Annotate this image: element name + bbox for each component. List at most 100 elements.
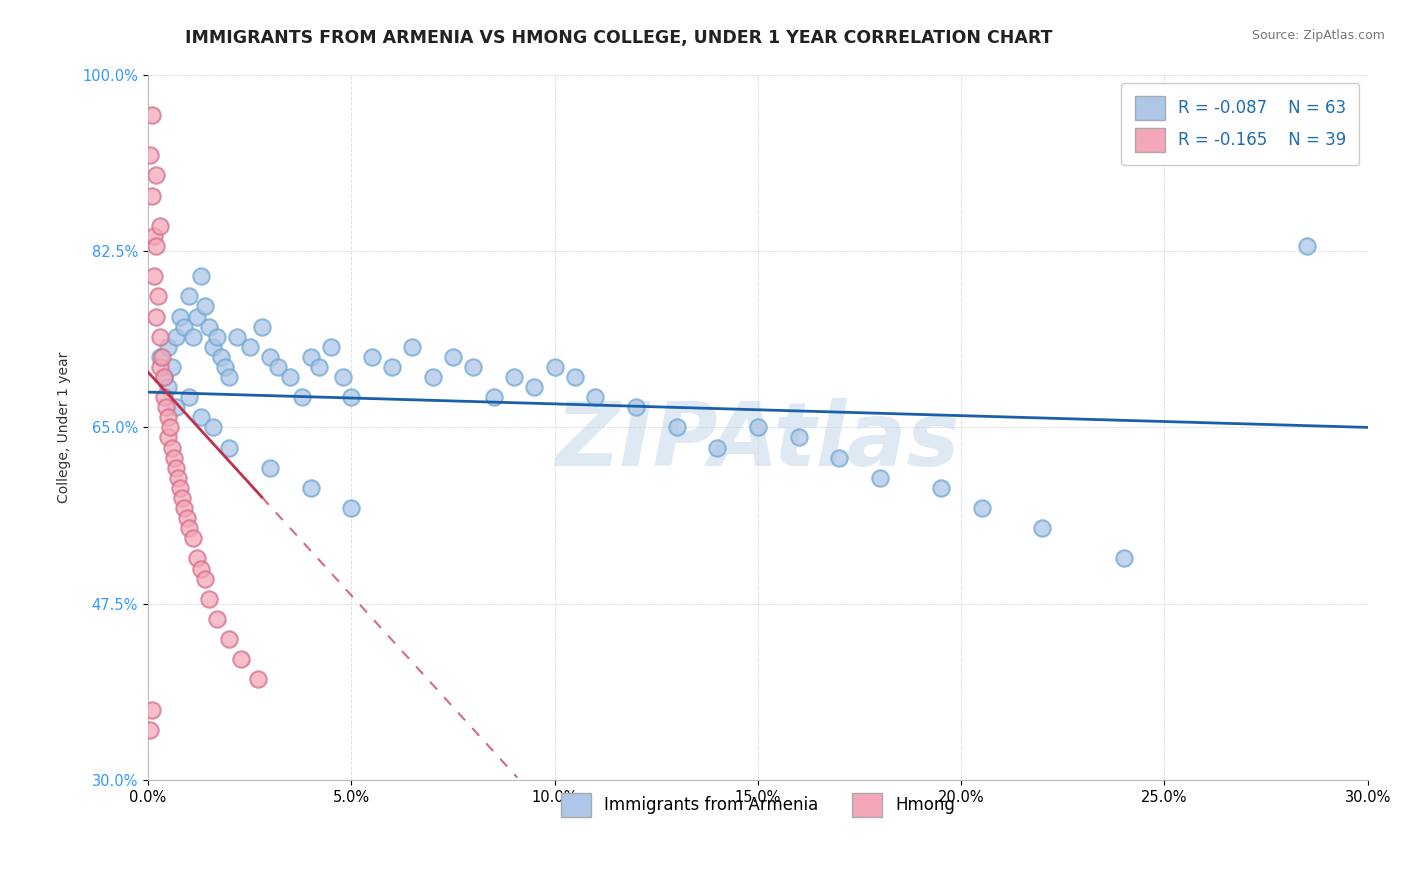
Point	[259, 460, 281, 475]
Point	[564, 370, 586, 384]
Point	[226, 329, 249, 343]
Point	[422, 370, 444, 384]
Point	[250, 319, 273, 334]
Point	[181, 329, 204, 343]
Point	[153, 390, 176, 404]
Point	[238, 340, 260, 354]
Point	[149, 359, 172, 374]
Legend: Immigrants from Armenia, Hmong: Immigrants from Armenia, Hmong	[553, 785, 963, 825]
Point	[145, 310, 167, 324]
Point	[173, 319, 195, 334]
Point	[139, 723, 162, 737]
Point	[190, 269, 212, 284]
Point	[502, 370, 524, 384]
Point	[177, 289, 200, 303]
Point	[186, 551, 208, 566]
Point	[163, 450, 186, 465]
Point	[267, 359, 290, 374]
Point	[543, 359, 565, 374]
Point	[209, 350, 232, 364]
Point	[141, 188, 163, 202]
Point	[706, 441, 728, 455]
Point	[299, 481, 322, 495]
Point	[278, 370, 301, 384]
Text: ZIPAtlas: ZIPAtlas	[555, 398, 960, 485]
Point	[141, 703, 163, 717]
Point	[340, 501, 363, 516]
Point	[146, 289, 169, 303]
Point	[201, 340, 224, 354]
Y-axis label: College, Under 1 year: College, Under 1 year	[58, 351, 72, 503]
Point	[291, 390, 314, 404]
Point	[176, 511, 198, 525]
Point	[259, 350, 281, 364]
Point	[169, 310, 191, 324]
Point	[173, 501, 195, 516]
Point	[177, 390, 200, 404]
Point	[441, 350, 464, 364]
Point	[145, 169, 167, 183]
Point	[231, 652, 253, 666]
Point	[194, 572, 217, 586]
Point	[169, 481, 191, 495]
Point	[165, 401, 187, 415]
Point	[747, 420, 769, 434]
Point	[143, 269, 166, 284]
Point	[165, 329, 187, 343]
Point	[198, 591, 221, 606]
Point	[145, 239, 167, 253]
Point	[401, 340, 423, 354]
Point	[194, 300, 217, 314]
Point	[970, 501, 993, 516]
Point	[141, 108, 163, 122]
Point	[319, 340, 342, 354]
Point	[1295, 239, 1317, 253]
Point	[186, 310, 208, 324]
Point	[162, 441, 184, 455]
Point	[155, 401, 177, 415]
Point	[665, 420, 688, 434]
Point	[149, 350, 172, 364]
Point	[787, 430, 810, 444]
Point	[172, 491, 194, 505]
Point	[153, 370, 176, 384]
Point	[139, 148, 162, 162]
Point	[149, 219, 172, 233]
Point	[201, 420, 224, 434]
Point	[308, 359, 330, 374]
Point	[218, 370, 240, 384]
Point	[624, 401, 647, 415]
Point	[218, 441, 240, 455]
Point	[157, 340, 180, 354]
Point	[205, 612, 228, 626]
Point	[482, 390, 505, 404]
Point	[198, 319, 221, 334]
Point	[177, 521, 200, 535]
Point	[218, 632, 240, 647]
Point	[205, 329, 228, 343]
Point	[190, 561, 212, 575]
Point	[929, 481, 952, 495]
Point	[149, 329, 172, 343]
Point	[157, 430, 180, 444]
Point	[181, 531, 204, 545]
Point	[190, 410, 212, 425]
Point	[157, 410, 180, 425]
Point	[143, 228, 166, 243]
Point	[332, 370, 354, 384]
Point	[167, 471, 190, 485]
Point	[360, 350, 382, 364]
Point	[340, 390, 363, 404]
Point	[159, 420, 181, 434]
Point	[828, 450, 851, 465]
Point	[1112, 551, 1135, 566]
Point	[869, 471, 891, 485]
Point	[463, 359, 485, 374]
Point	[214, 359, 236, 374]
Point	[162, 359, 184, 374]
Point	[1031, 521, 1053, 535]
Text: IMMIGRANTS FROM ARMENIA VS HMONG COLLEGE, UNDER 1 YEAR CORRELATION CHART: IMMIGRANTS FROM ARMENIA VS HMONG COLLEGE…	[186, 29, 1052, 46]
Point	[381, 359, 404, 374]
Point	[246, 673, 269, 687]
Point	[165, 460, 187, 475]
